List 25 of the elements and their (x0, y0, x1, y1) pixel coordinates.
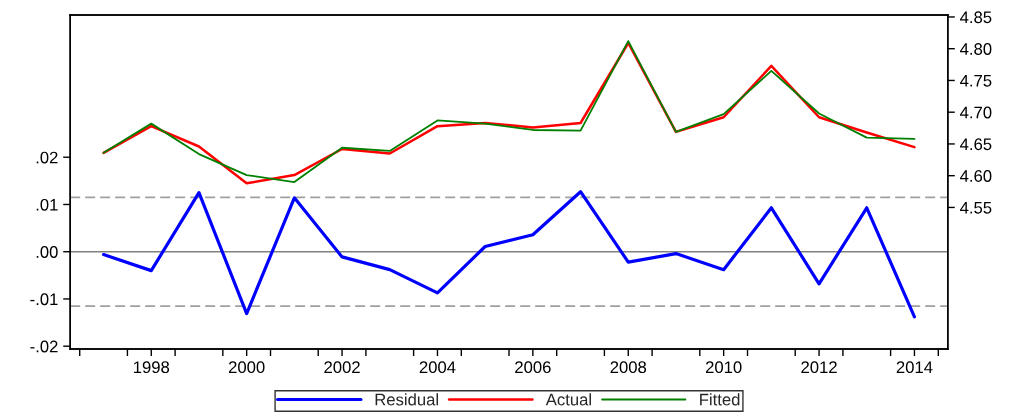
x-tick-label: 2006 (515, 361, 551, 374)
legend-label: Residual (375, 393, 438, 406)
line-series (101, 190, 917, 319)
x-tick-label: 2004 (419, 361, 456, 374)
y2-tick-label: 4.65 (960, 138, 992, 151)
y-tick-label: -.02 (30, 340, 58, 353)
y2-tick-label: 4.80 (960, 43, 992, 55)
x-tick-label: 1998 (134, 361, 170, 374)
y-tick-label: .01 (36, 198, 58, 211)
y2-tick-label: 4.60 (960, 170, 992, 182)
legend-label: Fitted (700, 393, 740, 406)
y-tick-label: .00 (36, 246, 58, 258)
y2-tick-label: 4.55 (960, 202, 992, 214)
y2-tick-label: 4.70 (960, 106, 992, 119)
x-tick-label: 2008 (610, 361, 647, 374)
x-tick-label: 2012 (801, 361, 837, 374)
y2-tick-label: 4.75 (960, 75, 992, 87)
y-tick-label: .02 (36, 151, 58, 164)
x-tick-label: 2014 (896, 361, 933, 374)
y2-tick-label: 4.85 (960, 11, 992, 24)
legend-label: Actual (545, 393, 591, 406)
x-tick-label: 2010 (705, 361, 742, 374)
x-tick-label: 2000 (228, 361, 265, 374)
y-tick-label: -.01 (30, 293, 58, 306)
x-tick-label: 2002 (324, 361, 360, 374)
